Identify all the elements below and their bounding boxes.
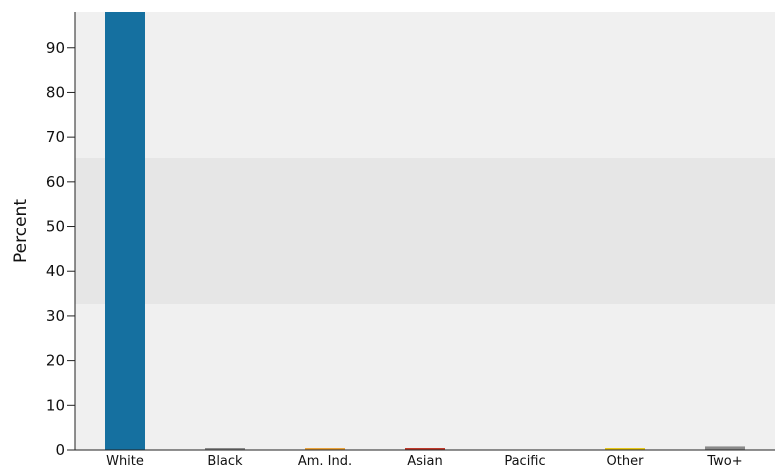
bar-two	[705, 446, 745, 450]
y-tick-label: 80	[46, 83, 65, 101]
y-tick-label: 10	[46, 396, 65, 414]
x-category-label: Black	[207, 454, 243, 469]
bar-other	[605, 448, 645, 450]
y-tick-label: 0	[55, 441, 65, 459]
y-tick-label: 70	[46, 128, 65, 146]
x-category-label: Asian	[407, 454, 442, 469]
y-tick-label: 20	[46, 352, 65, 370]
y-tick-label: 50	[46, 218, 65, 236]
y-tick-label: 90	[46, 39, 65, 57]
y-ticks-group: 0 10 20 30 40 50 60 70 80 90	[46, 39, 75, 459]
bars-group	[105, 12, 745, 450]
axes-group	[74, 12, 775, 451]
bar-white	[105, 12, 145, 450]
x-category-label: Am. Ind.	[298, 454, 352, 469]
bar-am-ind	[305, 448, 345, 450]
middle-band	[75, 158, 775, 304]
bar-black	[205, 448, 245, 450]
x-category-label: Pacific	[504, 454, 545, 469]
x-labels-group: White Black Am. Ind. Asian Pacific Other Two+	[106, 454, 743, 469]
y-tick-label: 60	[46, 173, 65, 191]
x-category-label: Two+	[706, 454, 742, 469]
y-tick-label: 30	[46, 307, 65, 325]
x-category-label: White	[106, 454, 144, 469]
bar-asian	[405, 448, 445, 450]
x-category-label: Other	[607, 454, 645, 469]
y-tick-label: 40	[46, 262, 65, 280]
y-axis-title: Percent	[11, 199, 31, 263]
